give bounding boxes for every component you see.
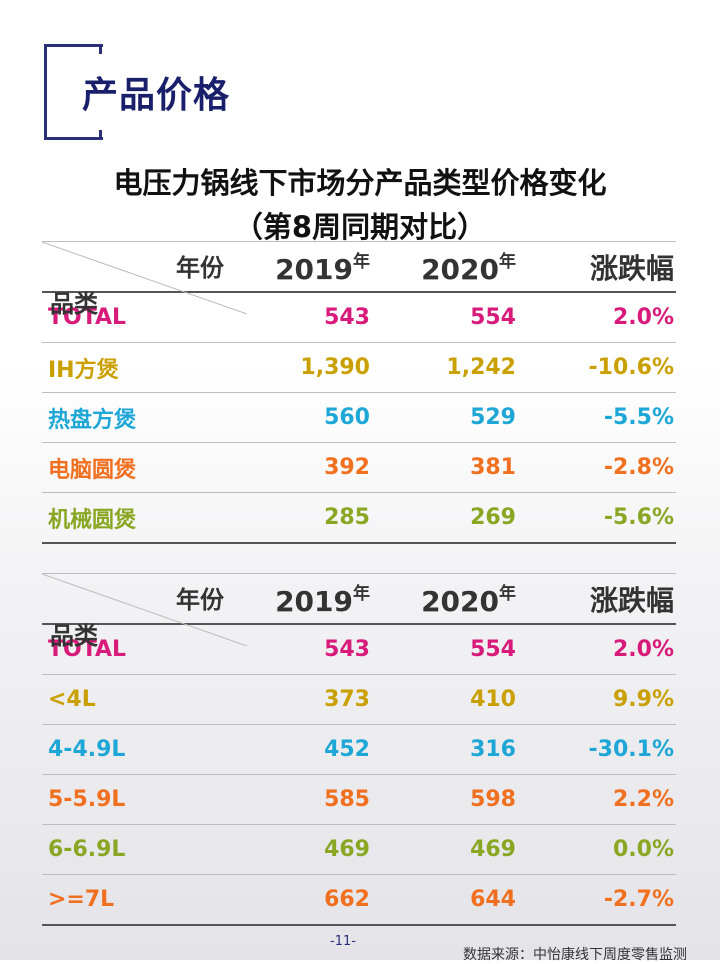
table-row: >=7L 662 644 -2.7% — [42, 874, 676, 925]
value-2019: 543 — [252, 291, 372, 343]
value-2019: 285 — [324, 505, 370, 530]
change-value: 2.0% — [518, 623, 676, 675]
value-2020: 469 — [470, 837, 516, 862]
row-label: IH方煲 — [48, 357, 119, 383]
row-label: 机械圆煲 — [48, 507, 137, 533]
category-header-label: 品类 — [50, 290, 98, 318]
change-value: 0.0% — [612, 837, 674, 862]
category-header-label: 品类 — [50, 622, 98, 650]
change-header: 涨跌幅 — [589, 583, 674, 617]
change-header: 涨跌幅 — [589, 251, 674, 285]
year-2020-header: 2020年 — [421, 252, 516, 286]
table-row: TOTAL 543 554 2.0% — [42, 623, 676, 675]
row-label: >=7L — [48, 887, 115, 912]
table-row: 4-4.9L 452 316 -30.1% — [42, 724, 676, 775]
value-2019: 373 — [324, 687, 370, 712]
value-2020: 381 — [470, 455, 516, 480]
value-2020: 316 — [470, 737, 516, 762]
year-header-label: 年份 — [176, 586, 224, 614]
price-table-by-capacity: 年份 品类 2019年 2020年 涨跌幅 TOTAL 543 554 2.0% <4L… — [42, 573, 676, 926]
change-value: -30.1% — [588, 737, 674, 762]
title-bracket-cap — [44, 44, 102, 140]
value-2019: 560 — [324, 405, 370, 430]
value-2019: 543 — [252, 623, 372, 675]
table-title: 电压力锅线下市场分产品类型价格变化 — [113, 166, 607, 200]
change-value: 2.0% — [518, 291, 676, 343]
change-value: 9.9% — [612, 687, 674, 712]
value-2020: 269 — [470, 505, 516, 530]
change-value: -2.7% — [603, 887, 674, 912]
change-value: -10.6% — [588, 355, 674, 380]
value-2020: 410 — [470, 687, 516, 712]
value-2020: 529 — [470, 405, 516, 430]
value-2019: 469 — [324, 837, 370, 862]
price-table-by-type: 年份 品类 2019年 2020年 涨跌幅 TOTAL 543 554 2.0% IH方… — [42, 241, 676, 544]
year-2020-header: 2020年 — [421, 584, 516, 618]
row-label: 4-4.9L — [48, 737, 126, 762]
table-row: 机械圆煲 285 269 -5.6% — [42, 492, 676, 543]
row-label: <4L — [48, 687, 96, 712]
table-row: IH方煲 1,390 1,242 -10.6% — [42, 342, 676, 393]
row-label: TOTAL — [42, 623, 252, 675]
value-2019: 585 — [324, 787, 370, 812]
value-2020: 644 — [470, 887, 516, 912]
data-source-note: 数据来源：中怡康线下周度零售监测 — [463, 947, 687, 963]
value-2020: 1,242 — [446, 355, 516, 380]
header-corner-cell: 年份 品类 — [42, 574, 252, 650]
table-header-row: 年份 品类 2019年 2020年 涨跌幅 — [42, 573, 676, 650]
row-label: 电脑圆煲 — [48, 457, 137, 483]
diagonal-divider — [42, 574, 248, 646]
table-header-row: 年份 品类 2019年 2020年 涨跌幅 — [42, 241, 676, 318]
change-value: -5.6% — [603, 505, 674, 530]
header-corner-cell: 年份 品类 — [42, 242, 252, 318]
change-value: -2.8% — [603, 455, 674, 480]
value-2019: 1,390 — [300, 355, 370, 380]
table-row: 电脑圆煲 392 381 -2.8% — [42, 442, 676, 493]
year-2019-header: 2019年 — [275, 252, 370, 286]
diagonal-divider — [42, 242, 248, 314]
page-title: 产品价格 — [82, 75, 231, 116]
table-row: TOTAL 543 554 2.0% — [42, 291, 676, 343]
value-2020: 554 — [372, 623, 518, 675]
change-value: 2.2% — [612, 787, 674, 812]
row-label: 热盘方煲 — [48, 407, 137, 433]
table-row: <4L 373 410 9.9% — [42, 674, 676, 725]
value-2020: 598 — [470, 787, 516, 812]
table-row: 热盘方煲 560 529 -5.5% — [42, 392, 676, 443]
year-header-label: 年份 — [176, 254, 224, 282]
table-row: 6-6.9L 469 469 0.0% — [42, 824, 676, 875]
row-label: 6-6.9L — [48, 837, 126, 862]
page-number: -11- — [330, 934, 356, 949]
table-subtitle: （第8周同期对比） — [233, 210, 487, 244]
title-bracket — [44, 44, 103, 140]
row-label: TOTAL — [42, 291, 252, 343]
value-2019: 452 — [324, 737, 370, 762]
value-2019: 392 — [324, 455, 370, 480]
value-2020: 554 — [372, 291, 518, 343]
row-label: 5-5.9L — [48, 787, 126, 812]
year-2019-header: 2019年 — [275, 584, 370, 618]
change-value: -5.5% — [603, 405, 674, 430]
table-row: 5-5.9L 585 598 2.2% — [42, 774, 676, 825]
value-2019: 662 — [324, 887, 370, 912]
